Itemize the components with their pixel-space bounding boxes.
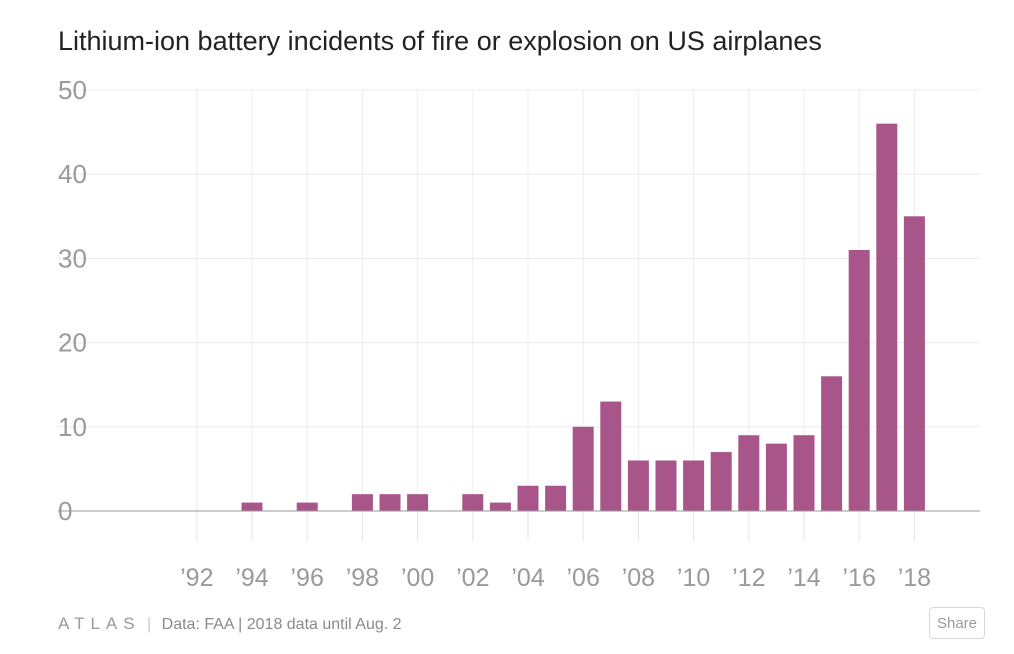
bar-2016: 2016: 31: [848, 249, 870, 512]
bar-2008: 2008: 6: [627, 460, 649, 511]
x-tick-label: ’98: [346, 564, 379, 592]
footer: ATLAS | Data: FAA | 2018 data until Aug.…: [58, 614, 402, 634]
bar-2015: 2015: 16: [821, 376, 843, 511]
x-tick-label: ’06: [567, 564, 600, 592]
bars: 1994: 1 1996: 1 1998: 2 1999: 2 2000: 2 2002:…: [241, 123, 925, 512]
x-tick-label: ’14: [787, 564, 820, 592]
y-tick-label: 40: [58, 159, 87, 189]
atlas-logo: ATLAS: [58, 614, 141, 633]
y-tick-label: 10: [58, 412, 87, 442]
bar-2018: 2018: 35: [903, 216, 925, 512]
bar-2010: 2010: 6: [683, 460, 705, 511]
bar-2002: 2002: 2: [462, 494, 484, 511]
bar-2003: 2003: 1: [489, 502, 511, 511]
bar-2011: 2011: 7: [710, 452, 732, 511]
x-tick-label: ’02: [456, 564, 489, 592]
x-tick-label: ’94: [235, 564, 268, 592]
x-tick-label: ’08: [622, 564, 655, 592]
bar-2009: 2009: 6: [655, 460, 677, 511]
x-tick-label: ’96: [291, 564, 324, 592]
y-tick-label: 50: [58, 75, 87, 105]
y-tick-label: 20: [58, 328, 87, 358]
bar-1998: 1998: 2: [351, 494, 373, 511]
x-tick-label: ’00: [401, 564, 434, 592]
bar-2005: 2005: 3: [545, 485, 567, 511]
x-tick-label: ’04: [511, 564, 544, 592]
x-tick-label: ’12: [732, 564, 765, 592]
x-tick-label: ’18: [898, 564, 931, 592]
bar-1999: 1999: 2: [379, 494, 401, 511]
bar-1996: 1996: 1: [296, 502, 318, 511]
bar-2006: 2006: 10: [572, 426, 594, 511]
x-tick-label: ’92: [180, 564, 213, 592]
bar-1994: 1994: 1: [241, 502, 263, 511]
bar-2014: 2014: 9: [793, 435, 815, 511]
footer-separator: |: [147, 616, 152, 633]
x-tick-label: ’16: [843, 564, 876, 592]
bar-2017: 2017: 46: [876, 123, 898, 512]
y-tick-label: 30: [58, 243, 87, 273]
bar-2004: 2004: 3: [517, 485, 539, 511]
x-axis-ticks: ’92 ’94 ’96 ’98 ’00 ’02 ’04 ’06 ’08 ’10 ’12 ’14 ’16 ’…: [180, 564, 931, 592]
bar-2012: 2012: 9: [738, 435, 760, 511]
share-button[interactable]: Share: [929, 607, 985, 639]
chart-title: Lithium-ion battery incidents of fire or…: [58, 26, 822, 56]
bar-2013: 2013: 8: [765, 443, 787, 511]
bar-2000: 2000: 2: [407, 494, 429, 511]
bar-2007: 2007: 13: [600, 401, 622, 511]
data-source: Data: FAA | 2018 data until Aug. 2: [161, 616, 402, 633]
x-tick-label: ’10: [677, 564, 710, 592]
